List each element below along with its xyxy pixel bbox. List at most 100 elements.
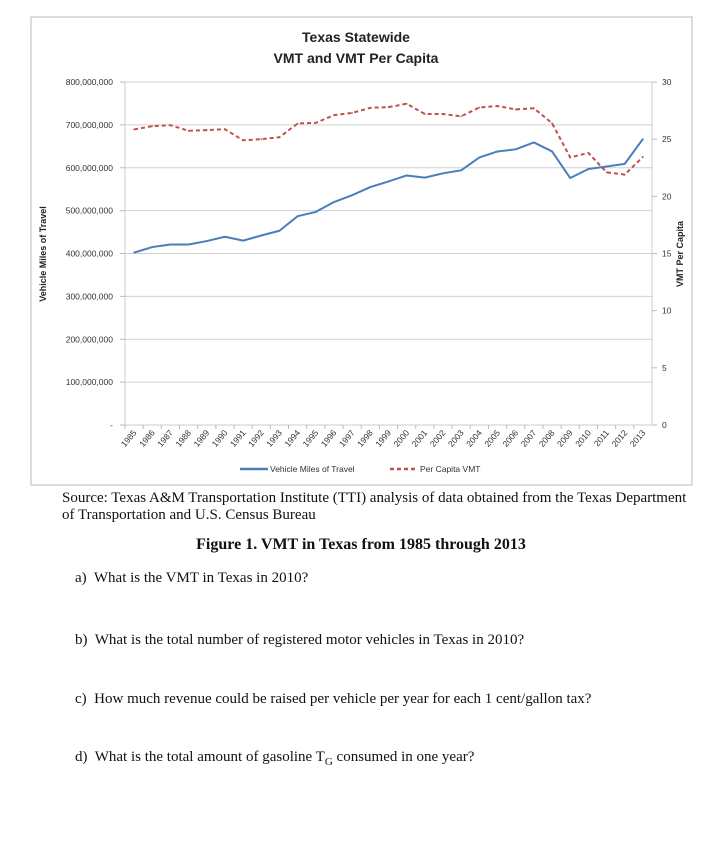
vmt-data-point [169, 243, 172, 246]
per-capita-data-point [642, 156, 644, 158]
per-capita-data-point [224, 128, 226, 131]
question-b: b) What is the total number of registere… [75, 632, 524, 649]
y2-tick-label: 5 [662, 363, 667, 373]
per-capita-data-point [623, 173, 626, 176]
per-capita-data-point [351, 112, 353, 114]
y2-axis-label: VMT Per Capita [675, 220, 685, 287]
vmt-data-point [333, 201, 335, 203]
y-tick-label: 300,000,000 [66, 291, 114, 301]
vmt-data-point [133, 251, 135, 254]
vmt-data-point [478, 156, 481, 159]
per-capita-data-point [605, 171, 608, 174]
per-capita-data-point [405, 102, 408, 105]
vmt-data-point [424, 176, 426, 179]
per-capita-data-point [587, 152, 590, 154]
question-text-end: consumed in one year? [332, 749, 475, 765]
y-tick-label: 400,000,000 [66, 249, 114, 259]
per-capita-data-point [424, 113, 426, 115]
y2-tick-label: 25 [662, 134, 672, 144]
vmt-data-point [605, 165, 608, 168]
chart-title-line1: Texas Statewide [302, 29, 410, 45]
y2-tick-label: 10 [662, 306, 672, 316]
vmt-data-point [569, 177, 572, 179]
question-text: What is the VMT in Texas in 2010? [93, 570, 309, 586]
question-label: b) [75, 632, 88, 648]
vmt-data-point [278, 229, 281, 232]
question-label: d) [75, 749, 88, 765]
vmt-data-point [460, 169, 462, 172]
per-capita-data-point [187, 130, 190, 132]
y-axis-label: Vehicle Miles of Travel [38, 206, 48, 302]
vmt-data-point [205, 240, 208, 242]
per-capita-data-point [369, 107, 372, 109]
per-capita-data-point [333, 114, 335, 116]
vmt-chart: Texas Statewide VMT and VMT Per Capita -… [30, 16, 693, 486]
vmt-data-point [187, 243, 190, 246]
vmt-data-point [315, 211, 317, 213]
y-tick-label: 600,000,000 [66, 163, 114, 173]
question-a: a) What is the VMT in Texas in 2010? [75, 570, 308, 587]
source-note: Source: Texas A&M Transportation Institu… [62, 490, 687, 523]
y-tick-label: 500,000,000 [66, 206, 114, 216]
y-tick-label: 200,000,000 [66, 334, 114, 344]
vmt-data-point [151, 246, 154, 248]
per-capita-data-point [169, 124, 172, 127]
y2-tick-label: 20 [662, 191, 672, 201]
question-d: d) What is the total amount of gasoline … [75, 749, 474, 768]
y-tick-label: - [110, 420, 113, 430]
per-capita-data-point [460, 115, 462, 118]
vmt-data-point [496, 150, 499, 153]
chart-title-line2: VMT and VMT Per Capita [274, 50, 439, 66]
per-capita-data-point [496, 105, 499, 107]
question-c: c) How much revenue could be raised per … [75, 691, 591, 708]
per-capita-series-line [133, 102, 644, 176]
y2-tick-label: 0 [662, 420, 667, 430]
vmt-data-point [369, 186, 372, 188]
question-text: What is the total amount of gasoline T [94, 749, 325, 765]
per-capita-data-point [242, 139, 244, 142]
vmt-data-point [551, 150, 553, 153]
vmt-data-point [533, 141, 535, 144]
per-capita-data-point [133, 128, 135, 131]
vmt-data-point [260, 234, 263, 237]
y-tick-label: 100,000,000 [66, 377, 114, 387]
vmt-data-point [224, 235, 226, 238]
chart-frame [30, 16, 693, 486]
question-label: c) [75, 691, 87, 707]
vmt-data-point [296, 215, 299, 217]
question-text: How much revenue could be raised per veh… [94, 691, 592, 707]
per-capita-data-point [205, 129, 208, 131]
y-tick-label: 700,000,000 [66, 120, 114, 130]
y2-tick-label: 30 [662, 77, 672, 87]
vmt-data-point [514, 148, 517, 151]
per-capita-data-point [387, 106, 390, 108]
vmt-data-point [642, 138, 644, 140]
per-capita-data-point [478, 106, 481, 109]
legend: Vehicle Miles of Travel Per Capita VMT [240, 464, 480, 474]
vmt-data-point [587, 168, 590, 170]
per-capita-data-point [278, 136, 281, 139]
per-capita-data-point [151, 125, 154, 127]
per-capita-data-point [315, 122, 317, 124]
per-capita-data-point [514, 108, 517, 111]
question-subscript: G [324, 756, 333, 768]
y2-tick-label: 15 [662, 249, 672, 259]
vmt-data-point [405, 174, 408, 177]
per-capita-data-point [551, 122, 553, 124]
vmt-data-point [623, 163, 626, 165]
question-label: a) [75, 570, 87, 586]
per-capita-data-point [296, 122, 299, 125]
legend-label-per-capita: Per Capita VMT [420, 464, 480, 474]
legend-label-vmt: Vehicle Miles of Travel [270, 464, 355, 474]
vmt-data-point [351, 194, 353, 196]
per-capita-data-point [260, 138, 263, 140]
question-text: What is the total number of registered m… [94, 632, 525, 648]
per-capita-data-point [442, 113, 444, 115]
vmt-data-point [242, 239, 244, 242]
per-capita-data-point [533, 107, 535, 110]
per-capita-data-point [569, 156, 572, 159]
y-tick-label: 800,000,000 [66, 77, 114, 87]
vmt-data-point [442, 172, 444, 175]
figure-caption: Figure 1. VMT in Texas from 1985 through… [196, 536, 526, 553]
vmt-data-point [387, 180, 390, 183]
